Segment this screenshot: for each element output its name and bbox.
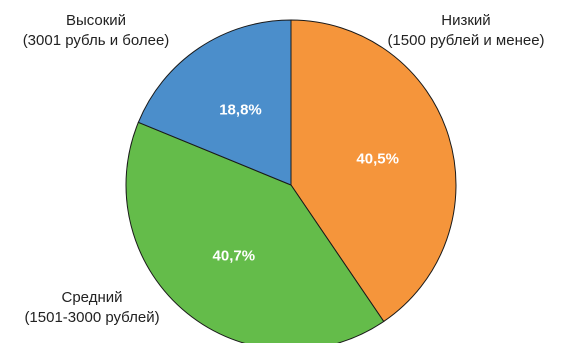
slice-category-label-line: Высокий: [66, 12, 126, 29]
slice-category-label-low: Низкий (1500 рублей и менее): [387, 12, 544, 49]
slice-category-label-line: (1500 рублей и менее): [387, 32, 544, 49]
slice-value-label-low: 40,5%: [356, 150, 399, 167]
slice-value-label-medium: 40,7%: [213, 248, 256, 265]
slice-category-label-line: Низкий: [441, 12, 490, 29]
pie-slices: [126, 20, 456, 343]
slice-category-label-high: Высокий (3001 рубль и более): [23, 12, 170, 49]
slice-category-label-line: Средний: [62, 289, 123, 306]
slice-category-label-medium: Средний (1501-3000 рублей): [24, 289, 159, 326]
slice-category-label-line: (3001 рубль и более): [23, 32, 170, 49]
slice-value-label-high: 18,8%: [219, 102, 262, 119]
slice-category-label-line: (1501-3000 рублей): [24, 309, 159, 326]
